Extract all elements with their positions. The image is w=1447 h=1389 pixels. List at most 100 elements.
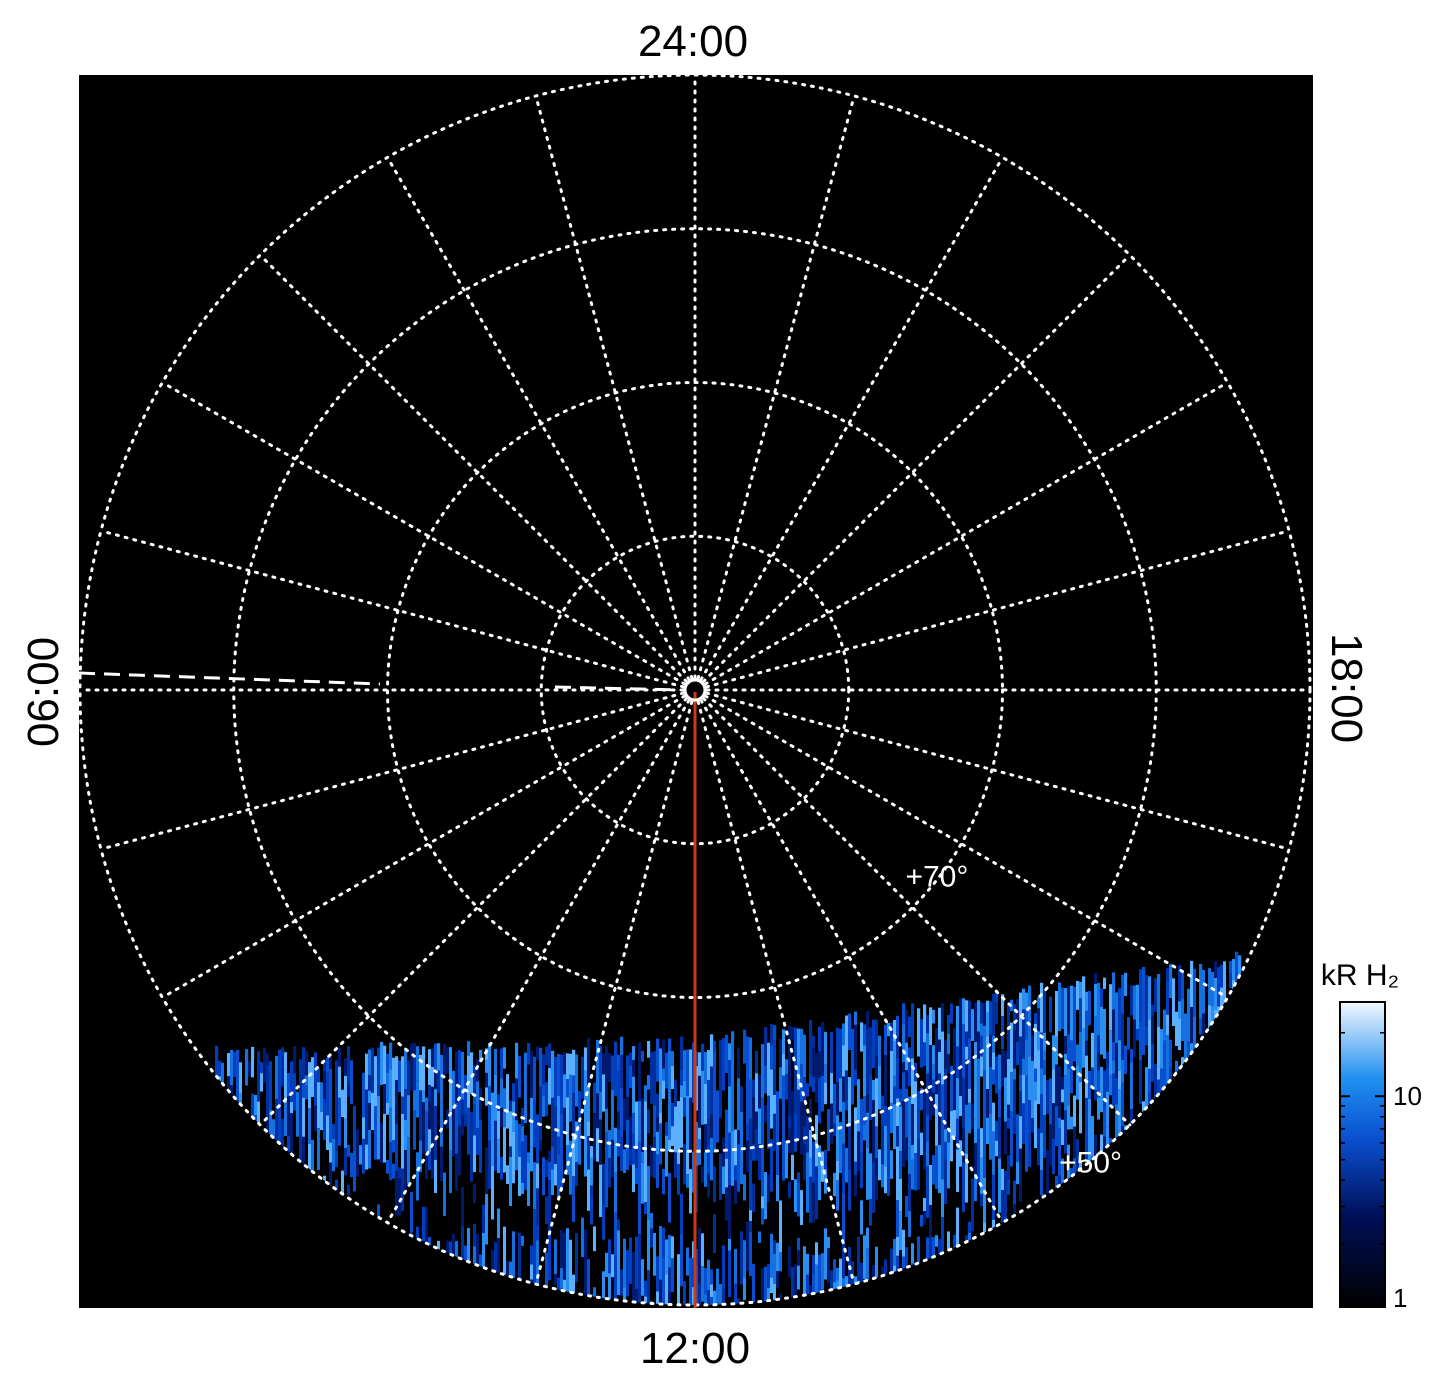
emission-streak — [1043, 1074, 1047, 1116]
emission-streak — [824, 1150, 828, 1170]
emission-streak — [677, 1133, 681, 1165]
emission-streak — [1112, 1106, 1116, 1152]
emission-streak — [434, 1043, 438, 1071]
emission-streak — [797, 1028, 801, 1078]
emission-streak — [362, 1138, 366, 1174]
emission-streak — [773, 1094, 777, 1114]
emission-streak — [1064, 1075, 1068, 1111]
emission-streak — [743, 1277, 747, 1301]
emission-streak — [623, 1211, 627, 1239]
emission-streak — [473, 1223, 477, 1247]
emission-streak — [737, 1078, 741, 1131]
emission-streak — [755, 1188, 759, 1234]
emission-streak — [845, 1070, 849, 1100]
emission-streak — [671, 1065, 675, 1090]
emission-streak — [656, 1131, 660, 1155]
emission-streak — [995, 1140, 999, 1157]
emission-streak — [479, 1217, 483, 1255]
emission-streak — [725, 1220, 729, 1262]
emission-streak — [1124, 972, 1128, 997]
emission-streak — [1103, 1058, 1107, 1071]
emission-streak — [1010, 1022, 1014, 1073]
emission-streak — [653, 1233, 657, 1276]
emission-streak — [794, 1179, 798, 1213]
emission-streak — [890, 1033, 894, 1052]
emission-streak — [1016, 1065, 1020, 1115]
emission-streak — [818, 1145, 822, 1201]
emission-streak — [848, 1169, 852, 1211]
emission-streak — [1229, 961, 1233, 974]
emission-streak — [494, 1120, 498, 1171]
emission-streak — [827, 1236, 831, 1249]
emission-streak — [230, 1049, 234, 1086]
emission-streak — [365, 1169, 369, 1219]
emission-streak — [233, 1077, 237, 1111]
emission-streak — [788, 1152, 792, 1182]
emission-streak — [929, 1120, 933, 1166]
emission-streak — [905, 1088, 909, 1138]
emission-streak — [527, 1043, 531, 1065]
emission-streak — [845, 1195, 849, 1245]
emission-streak — [1016, 1041, 1020, 1066]
emission-streak — [914, 1110, 918, 1154]
emission-streak — [833, 1123, 837, 1137]
emission-streak — [1169, 1039, 1173, 1068]
emission-streak — [1001, 1130, 1005, 1169]
emission-streak — [1166, 1035, 1170, 1089]
emission-streak — [1061, 1076, 1065, 1090]
emission-streak — [1028, 1144, 1032, 1168]
emission-streak — [374, 1056, 378, 1107]
emission-streak — [545, 1224, 549, 1253]
emission-streak — [911, 1003, 915, 1059]
emission-streak — [563, 1205, 567, 1233]
emission-streak — [719, 1263, 723, 1284]
emission-streak — [743, 1300, 747, 1305]
emission-streak — [485, 1166, 489, 1195]
emission-streak — [986, 1117, 990, 1145]
emission-streak — [440, 1146, 444, 1182]
emission-streak — [767, 1149, 771, 1175]
emission-streak — [704, 1268, 708, 1295]
emission-streak — [701, 1233, 705, 1267]
emission-streak — [755, 1288, 759, 1305]
emission-streak — [947, 1188, 951, 1232]
emission-streak — [752, 1263, 756, 1305]
emission-streak — [629, 1221, 633, 1238]
emission-streak — [725, 1261, 729, 1305]
emission-streak — [668, 1222, 672, 1235]
emission-streak — [1100, 988, 1104, 1007]
emission-streak — [521, 1269, 525, 1290]
emission-streak — [593, 1287, 597, 1305]
emission-streak — [770, 1023, 774, 1046]
emission-streak — [545, 1082, 549, 1117]
emission-streak — [254, 1081, 258, 1095]
emission-streak — [839, 1212, 843, 1259]
emission-streak — [980, 1056, 984, 1077]
emission-streak — [962, 1077, 966, 1128]
emission-streak — [965, 1154, 969, 1203]
emission-streak — [719, 1040, 723, 1081]
emission-streak — [791, 1090, 795, 1143]
emission-streak — [896, 1126, 900, 1147]
emission-streak — [446, 1073, 450, 1110]
emission-streak — [641, 1162, 645, 1204]
emission-streak — [641, 1295, 645, 1305]
emission-streak — [281, 1086, 285, 1119]
emission-streak — [905, 1160, 909, 1197]
emission-streak — [1160, 981, 1164, 1030]
emission-streak — [362, 1051, 366, 1073]
emission-streak — [845, 1182, 849, 1196]
emission-streak — [290, 1113, 294, 1156]
emission-streak — [1157, 1026, 1161, 1067]
emission-streak — [479, 1062, 483, 1088]
emission-streak — [1022, 1143, 1026, 1190]
emission-streak — [1226, 959, 1230, 1015]
emission-streak — [941, 1136, 945, 1180]
emission-streak — [590, 1146, 594, 1158]
emission-streak — [872, 1068, 876, 1080]
emission-streak — [527, 1064, 531, 1102]
emission-streak — [1178, 1018, 1182, 1051]
emission-streak — [809, 1222, 813, 1251]
emission-streak — [551, 1050, 555, 1098]
emission-streak — [368, 1075, 372, 1091]
